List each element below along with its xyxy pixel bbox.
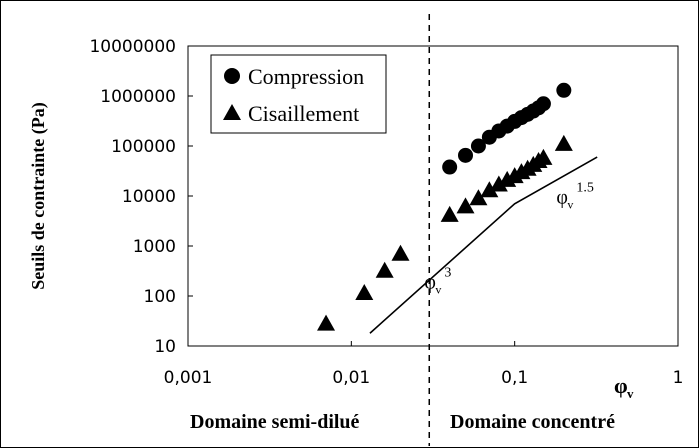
slope-annotations: φ v3φ v1.5: [424, 181, 593, 297]
data-point-cisaillement: [355, 283, 374, 300]
x-axis-label: φ v: [614, 373, 634, 401]
data-point-cisaillement: [456, 197, 475, 214]
data-point-cisaillement: [480, 181, 499, 198]
region-label-semi-dilue: Domaine semi-dilué: [190, 411, 360, 433]
slope-annotation-symbol: φ: [424, 272, 436, 294]
x-tick-label: 1: [673, 368, 684, 388]
legend-marker-compression: [224, 68, 240, 84]
data-point-cisaillement: [317, 314, 336, 331]
data-point-compression: [556, 82, 572, 98]
x-tick-label: 0,1: [501, 368, 528, 388]
y-tick-label: 1000: [133, 237, 176, 257]
data-point-compression: [457, 147, 473, 163]
data-point-cisaillement: [375, 261, 394, 278]
slope-annotation-exponent: 1.5: [576, 181, 594, 196]
y-tick-label: 10000: [122, 187, 176, 207]
legend: Compression Cisaillement: [210, 54, 387, 134]
trend-line: [369, 156, 598, 334]
data-point-cisaillement: [554, 134, 573, 151]
data-point-cisaillement: [489, 175, 508, 192]
data-point-compression: [535, 96, 551, 112]
data-marks: [317, 82, 573, 331]
x-tick-label: 0,001: [164, 368, 213, 388]
legend-label-cisaillement: Cisaillement: [248, 101, 359, 126]
slope-annotation-subscript: v: [435, 283, 441, 297]
data-point-cisaillement: [440, 205, 459, 222]
data-point-cisaillement: [469, 189, 488, 206]
x-tick-label: 0,01: [332, 368, 370, 388]
x-axis-label-subscript: v: [627, 386, 634, 401]
legend-marker-cisaillement: [223, 104, 241, 120]
slope-annotation: φ v1.5: [556, 181, 594, 212]
y-tick-label: 100000: [111, 137, 176, 157]
data-point-cisaillement: [391, 244, 410, 261]
slope-annotation-exponent: 3: [444, 266, 451, 281]
data-point-cisaillement: [534, 148, 553, 165]
data-point-compression: [442, 159, 458, 175]
x-axis-label-symbol: φ: [614, 373, 628, 398]
y-tick-label: 100: [144, 287, 176, 307]
slope-annotation-symbol: φ: [556, 187, 568, 209]
data-point-compression: [470, 138, 486, 154]
x-tick-labels: 0,001 0,01 0,1 1: [164, 341, 684, 388]
y-tick-label: 10000000: [89, 37, 176, 57]
y-tick-labels: 10000000 1000000 100000 10000 1000 100 10: [89, 37, 193, 357]
y-axis-label: Seuils de contrainte (Pa): [28, 102, 49, 289]
y-tick-label: 10: [154, 337, 176, 357]
y-tick-label: 1000000: [100, 87, 176, 107]
legend-label-compression: Compression: [248, 64, 364, 89]
slope-annotation: φ v3: [424, 266, 451, 297]
region-label-concentre: Domaine concentré: [450, 411, 615, 433]
slope-annotation-subscript: v: [567, 198, 573, 212]
